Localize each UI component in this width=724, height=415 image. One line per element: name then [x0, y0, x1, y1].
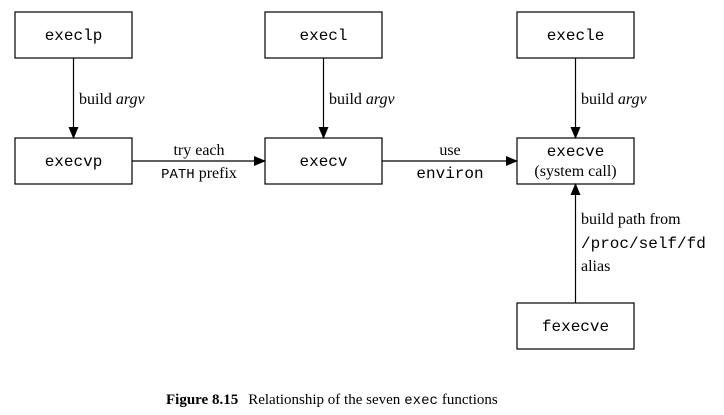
box-execle: execle: [516, 11, 635, 59]
box-execle-label: execle: [547, 27, 605, 45]
box-fexecve: fexecve: [516, 302, 635, 350]
label-build-path-from: build path from: [581, 211, 681, 228]
label-alias: alias: [581, 258, 610, 275]
label-proc-path: /proc/self/fd: [581, 235, 706, 253]
box-execv: execv: [264, 137, 383, 185]
box-fexecve-label: fexecve: [542, 318, 609, 336]
box-execve: execve (system call): [516, 137, 635, 185]
label-use: use: [439, 142, 460, 159]
box-execl: execl: [264, 11, 383, 59]
label-environ: environ: [416, 165, 483, 183]
box-execlp-label: execlp: [45, 27, 103, 45]
label-try-each: try each: [173, 142, 224, 159]
box-execvp-label: execvp: [45, 153, 103, 171]
label-build-argv-3: build argv: [581, 91, 648, 108]
box-execl-label: execl: [299, 27, 347, 45]
box-execve-sublabel: (system call): [534, 163, 616, 180]
label-path-prefix: PATH prefix: [161, 165, 237, 183]
box-execve-label: execve: [547, 143, 605, 161]
box-execv-label: execv: [299, 153, 347, 171]
figure-caption: Figure 8.15 Relationship of the seven exe…: [166, 391, 498, 409]
box-execvp: execvp: [14, 137, 133, 185]
label-build-argv-1: build argv: [79, 91, 146, 108]
label-build-argv-2: build argv: [329, 91, 396, 108]
box-execlp: execlp: [14, 11, 133, 59]
